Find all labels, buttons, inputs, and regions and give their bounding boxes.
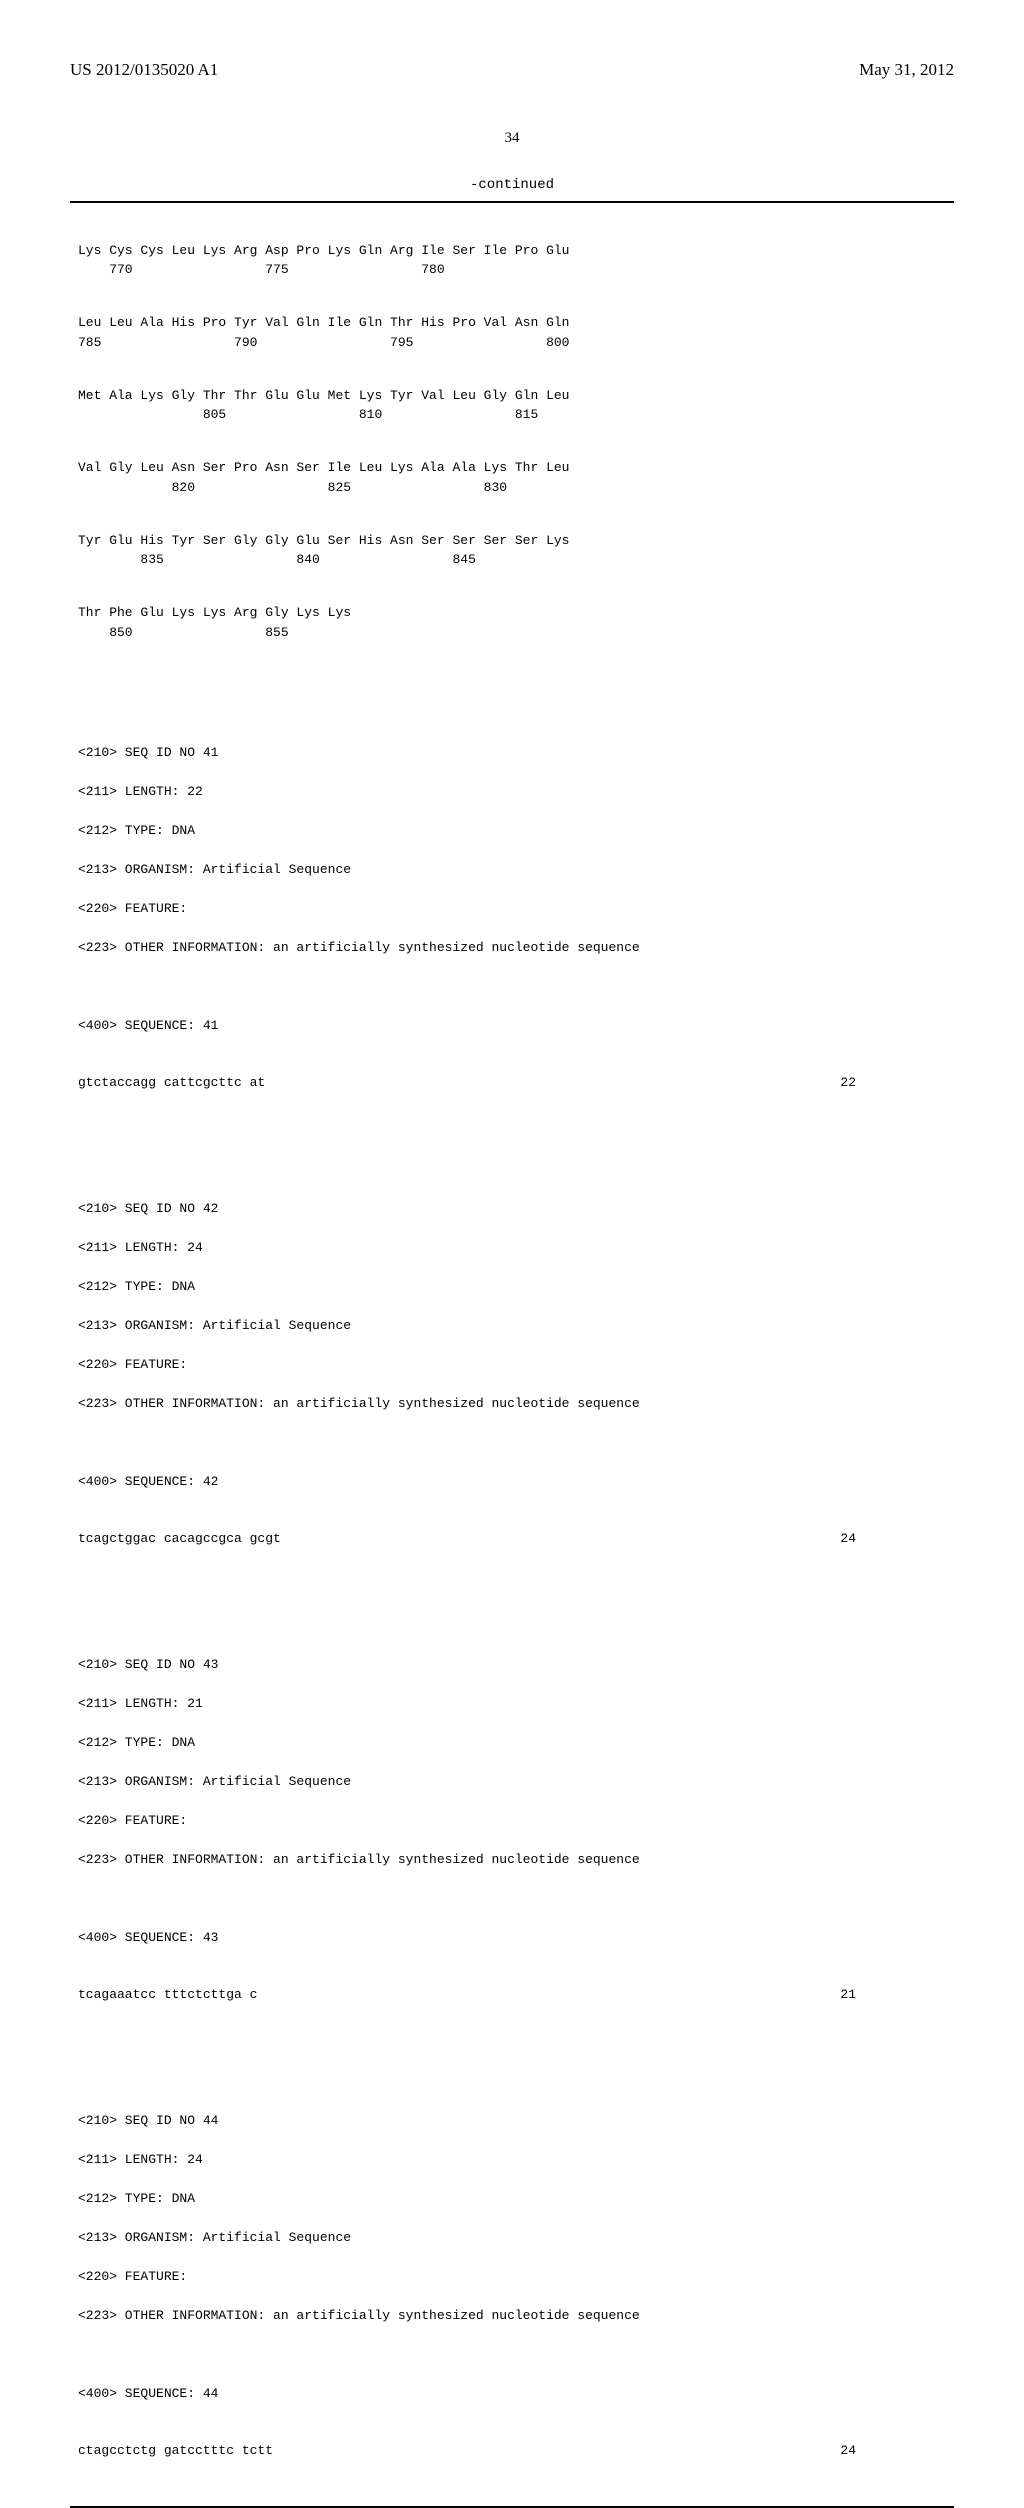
seq-type: <212> TYPE: DNA [78,1733,946,1753]
seq-feature: <220> FEATURE: [78,1355,946,1375]
seq-organism: <213> ORGANISM: Artificial Sequence [78,2228,946,2248]
position-line: 805 810 815 [78,405,946,425]
position-line: 850 855 [78,623,946,643]
seq-label: <400> SEQUENCE: 44 [78,2384,946,2404]
seq-other-info: <223> OTHER INFORMATION: an artificially… [78,1850,946,1870]
aa-line: Thr Phe Glu Lys Lys Arg Gly Lys Lys [78,603,946,623]
position-line: 835 840 845 [78,550,946,570]
position-line: 820 825 830 [78,478,946,498]
continued-label: -continued [70,177,954,193]
sequence-line: ctagcctctg gatcctttc tctt 24 [78,2441,946,2461]
seq-length: <211> LENGTH: 21 [78,1694,946,1714]
seq-other-info: <223> OTHER INFORMATION: an artificially… [78,2306,946,2326]
sequence-entry: <210> SEQ ID NO 44 <211> LENGTH: 24 <212… [78,2091,946,2480]
sequence-line: gtctaccagg cattcgcttc at 22 [78,1073,946,1093]
seq-type: <212> TYPE: DNA [78,1277,946,1297]
sequence-text: tcagctggac cacagccgca gcgt [78,1529,281,1549]
aa-line: Met Ala Lys Gly Thr Thr Glu Glu Met Lys … [78,386,946,406]
position-line: 785 790 795 800 [78,333,946,353]
seq-id: <210> SEQ ID NO 44 [78,2111,946,2131]
publication-date: May 31, 2012 [859,60,954,80]
sequence-length-right: 22 [840,1073,946,1093]
seq-organism: <213> ORGANISM: Artificial Sequence [78,1316,946,1336]
seq-type: <212> TYPE: DNA [78,821,946,841]
aa-line: Leu Leu Ala His Pro Tyr Val Gln Ile Gln … [78,313,946,333]
rule-top [70,201,954,203]
sequence-length-right: 24 [840,2441,946,2461]
sequence-entry: <210> SEQ ID NO 43 <211> LENGTH: 21 <212… [78,1635,946,2024]
seq-label: <400> SEQUENCE: 42 [78,1472,946,1492]
seq-organism: <213> ORGANISM: Artificial Sequence [78,860,946,880]
seq-id: <210> SEQ ID NO 42 [78,1199,946,1219]
aa-line: Val Gly Leu Asn Ser Pro Asn Ser Ile Leu … [78,458,946,478]
seq-other-info: <223> OTHER INFORMATION: an artificially… [78,938,946,958]
rule-bottom [70,2506,954,2508]
aa-line: Tyr Glu His Tyr Ser Gly Gly Glu Ser His … [78,531,946,551]
protein-row: Tyr Glu His Tyr Ser Gly Gly Glu Ser His … [78,531,946,570]
sequence-length-right: 24 [840,1529,946,1549]
sequence-listing: Lys Cys Cys Leu Lys Arg Asp Pro Lys Gln … [70,221,954,2500]
page-number: 34 [70,130,954,147]
protein-row: Leu Leu Ala His Pro Tyr Val Gln Ile Gln … [78,313,946,352]
sequence-text: ctagcctctg gatcctttc tctt [78,2441,273,2461]
protein-row: Thr Phe Glu Lys Lys Arg Gly Lys Lys 850 … [78,603,946,642]
seq-id: <210> SEQ ID NO 41 [78,743,946,763]
position-line: 770 775 780 [78,260,946,280]
sequence-line: tcagctggac cacagccgca gcgt 24 [78,1529,946,1549]
protein-row: Met Ala Lys Gly Thr Thr Glu Glu Met Lys … [78,386,946,425]
seq-feature: <220> FEATURE: [78,2267,946,2287]
sequence-line: tcagaaatcc tttctcttga c 21 [78,1985,946,2005]
seq-label: <400> SEQUENCE: 43 [78,1928,946,1948]
publication-number: US 2012/0135020 A1 [70,60,218,80]
seq-organism: <213> ORGANISM: Artificial Sequence [78,1772,946,1792]
page-header: US 2012/0135020 A1 May 31, 2012 [70,60,954,80]
sequence-text: gtctaccagg cattcgcttc at [78,1073,265,1093]
seq-length: <211> LENGTH: 22 [78,782,946,802]
sequence-entry: <210> SEQ ID NO 42 <211> LENGTH: 24 <212… [78,1179,946,1568]
seq-length: <211> LENGTH: 24 [78,2150,946,2170]
aa-line: Lys Cys Cys Leu Lys Arg Asp Pro Lys Gln … [78,241,946,261]
seq-id: <210> SEQ ID NO 43 [78,1655,946,1675]
seq-other-info: <223> OTHER INFORMATION: an artificially… [78,1394,946,1414]
seq-type: <212> TYPE: DNA [78,2189,946,2209]
protein-row: Lys Cys Cys Leu Lys Arg Asp Pro Lys Gln … [78,241,946,280]
protein-row: Val Gly Leu Asn Ser Pro Asn Ser Ile Leu … [78,458,946,497]
seq-label: <400> SEQUENCE: 41 [78,1016,946,1036]
seq-length: <211> LENGTH: 24 [78,1238,946,1258]
sequence-entry: <210> SEQ ID NO 41 <211> LENGTH: 22 <212… [78,723,946,1112]
sequence-length-right: 21 [840,1985,946,2005]
seq-feature: <220> FEATURE: [78,1811,946,1831]
seq-feature: <220> FEATURE: [78,899,946,919]
sequence-text: tcagaaatcc tttctcttga c [78,1985,257,2005]
